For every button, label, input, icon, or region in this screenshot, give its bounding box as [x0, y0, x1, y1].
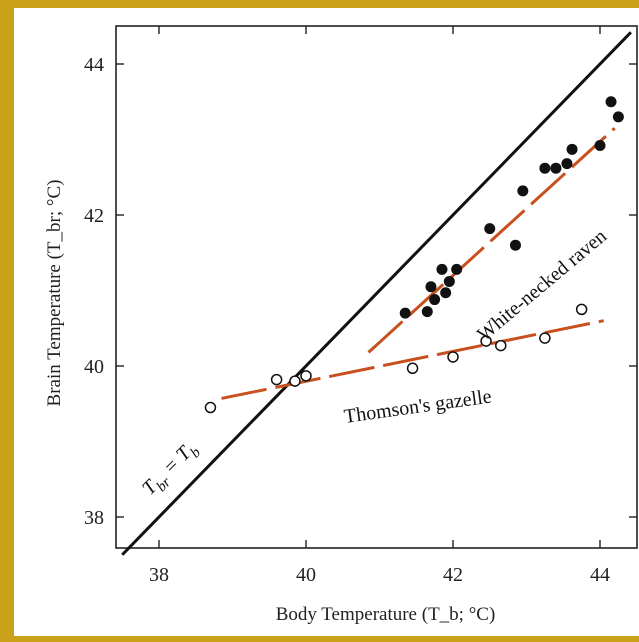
gazelle-point — [575, 303, 588, 316]
plot-labels: Body Temperature (T_b; °C) Brain Temperat… — [44, 180, 611, 625]
raven-point — [399, 307, 411, 319]
figure-paper: 38 40 42 44 38 40 42 44 Body Temperature (T_b; … — [14, 8, 639, 636]
raven-point — [443, 275, 455, 287]
x-axis-title: Body Temperature (T_b; °C) — [276, 604, 496, 625]
y-axis-title: Brain Temperature (T_br; °C) — [44, 180, 65, 407]
gazelle-point — [495, 339, 507, 352]
x-tick-label: 38 — [149, 564, 169, 586]
raven-point — [451, 263, 463, 275]
identity-line-label: Tbr = Tb — [138, 437, 205, 504]
raven-point — [429, 294, 441, 306]
gazelle-point — [406, 362, 419, 375]
gazelle-point — [539, 332, 551, 344]
raven-point — [509, 239, 521, 251]
plot-points — [204, 96, 624, 414]
raven-point — [517, 185, 529, 197]
temperature-chart: 38 40 42 44 38 40 42 44 Body Temperature (T_b; … — [44, 25, 638, 625]
gazelle-trend-line — [221, 319, 604, 400]
raven-point — [566, 143, 578, 155]
raven-point — [539, 162, 551, 174]
raven-point — [440, 287, 452, 299]
raven-point — [425, 281, 437, 293]
raven-point — [561, 158, 573, 170]
raven-point — [550, 162, 562, 174]
gazelle-annotation: Thomson's gazelle — [343, 385, 493, 427]
raven-annotation: White-necked raven — [473, 225, 611, 346]
raven-point — [484, 223, 496, 235]
raven-point — [594, 140, 606, 152]
x-tick-label: 44 — [590, 564, 610, 586]
raven-point — [612, 111, 624, 123]
y-tick-label: 42 — [84, 205, 104, 227]
gazelle-point — [289, 375, 301, 387]
gazelle-point — [300, 370, 312, 382]
plot-lines — [121, 31, 632, 556]
identity-line — [121, 31, 632, 556]
gazelle-point — [204, 401, 217, 414]
gazelle-point — [447, 351, 459, 363]
y-tick-label: 38 — [84, 507, 104, 529]
raven-point — [421, 306, 433, 318]
gazelle-point — [270, 373, 283, 386]
plot-axes: 38 40 42 44 38 40 42 44 — [84, 25, 638, 586]
raven-point — [605, 96, 617, 108]
gazelle-point — [480, 335, 492, 347]
raven-point — [436, 263, 448, 275]
x-tick-label: 42 — [443, 564, 463, 586]
y-tick-label: 44 — [84, 54, 104, 76]
plot-frame — [115, 25, 638, 549]
x-tick-label: 40 — [296, 564, 316, 586]
y-tick-label: 40 — [84, 356, 104, 378]
